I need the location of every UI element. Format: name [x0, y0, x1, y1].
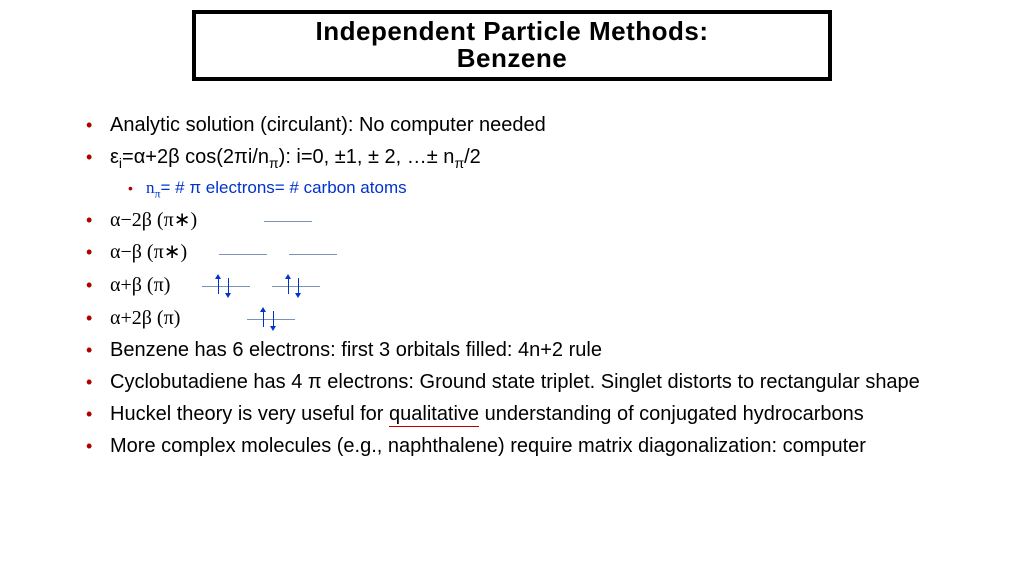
level-1-label: α−2β (π∗)	[110, 209, 197, 231]
level-4-label: α+2β (π)	[110, 307, 180, 329]
level-2-label: α−β (π∗)	[110, 241, 187, 263]
bullet-7-text: Benzene has 6 electrons: first 3 orbital…	[110, 339, 602, 361]
sub-list: nπ= # π electrons= # carbon atoms	[110, 174, 1004, 204]
level-3-label: α+β (π)	[110, 274, 170, 296]
bullet-9: Huckel theory is very useful for qualita…	[110, 398, 1004, 430]
bullet-8: Cyclobutadiene has 4 π electrons: Ground…	[110, 366, 1004, 398]
level-3-diagram	[202, 270, 342, 302]
bullet-2-text: εi=α+2β cos(2πi/nπ): i=0, ±1, ± 2, …± nπ…	[110, 146, 481, 168]
level-1: α−2β (π∗)	[110, 204, 1004, 237]
bullet-1: Analytic solution (circulant): No comput…	[110, 109, 1004, 141]
level-3: α+β (π)	[110, 269, 1004, 302]
bullet-7: Benzene has 6 electrons: first 3 orbital…	[110, 334, 1004, 366]
bullet-1-text: Analytic solution (circulant): No comput…	[110, 114, 546, 136]
title-box: Independent Particle Methods: Benzene	[192, 10, 832, 81]
bullet-2: εi=α+2β cos(2πi/nπ): i=0, ±1, ± 2, …± nπ…	[110, 141, 1004, 204]
level-2: α−β (π∗)	[110, 236, 1004, 269]
bullet-10: More complex molecules (e.g., naphthalen…	[110, 430, 1004, 462]
title-line-2: Benzene	[204, 45, 820, 72]
bullet-9-b: understanding of conjugated hydrocarbons	[479, 403, 864, 425]
level-4: α+2β (π)	[110, 302, 1004, 335]
title-line-1: Independent Particle Methods:	[204, 18, 820, 45]
bullet-9-a: Huckel theory is very useful for	[110, 403, 389, 425]
sub-bullet-1-text: nπ	[146, 178, 161, 197]
bullet-list: Analytic solution (circulant): No comput…	[0, 109, 1024, 463]
bullet-9-underline: qualitative	[389, 403, 479, 427]
bullet-10-text: More complex molecules (e.g., naphthalen…	[110, 435, 866, 457]
sub-bullet-1-tail: = # π electrons= # carbon atoms	[161, 178, 407, 197]
bullet-8-text: Cyclobutadiene has 4 π electrons: Ground…	[110, 371, 920, 393]
sub-bullet-1: nπ= # π electrons= # carbon atoms	[146, 174, 1004, 204]
level-2-diagram	[219, 237, 359, 269]
level-4-diagram	[212, 302, 352, 334]
level-1-diagram	[229, 204, 369, 236]
